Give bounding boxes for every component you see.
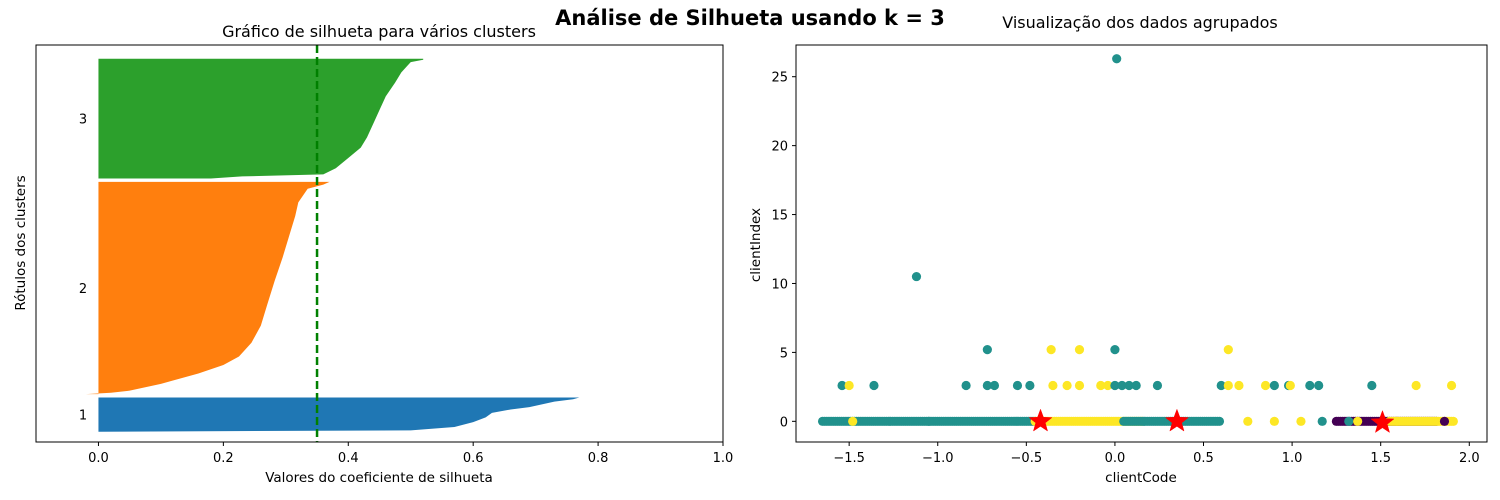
data-point [1305, 380, 1315, 391]
scatter-title: Visualização dos dados agrupados [1002, 13, 1278, 32]
scatter-y-tick-label: 25 [771, 71, 788, 86]
silhouette-panel: Gráfico de silhueta para vários clusters… [13, 22, 733, 486]
scatter-x-tick-label: −1.5 [833, 451, 865, 466]
scatter-marks [817, 54, 1458, 433]
data-point [1223, 345, 1233, 355]
data-point [1110, 380, 1120, 391]
data-point [1269, 416, 1279, 426]
silhouette-cluster-labels: 1 2 3 [79, 113, 87, 424]
data-point [1046, 345, 1056, 355]
silhouette-x-tick-label: 1.0 [713, 451, 734, 466]
centroid-star [1164, 408, 1190, 432]
data-point [911, 271, 922, 282]
silhouette-cluster-label: 3 [79, 113, 87, 128]
scatter-y-tick-label: 15 [771, 209, 788, 224]
data-point [1260, 380, 1271, 391]
scatter-axes-frame [795, 44, 1488, 443]
figure-suptitle: Análise de Silhueta usando k = 3 [555, 6, 945, 30]
data-point [1243, 416, 1253, 426]
data-point [1296, 416, 1306, 426]
data-point [1448, 416, 1458, 426]
data-point [1117, 380, 1127, 391]
silhouette-x-tick-label: 0.6 [463, 451, 484, 466]
data-point [961, 380, 971, 391]
scatter-x-ticks: −1.5 −1.0 −0.5 0.0 0.5 1.0 1.5 2.0 [833, 442, 1480, 466]
scatter-y-tick-label: 0 [780, 415, 788, 430]
data-point [1025, 380, 1035, 391]
scatter-y-ticks: 0 5 10 15 20 25 [771, 71, 796, 430]
centroid-star [1370, 409, 1395, 433]
scatter-x-tick-label: 0.0 [1105, 451, 1126, 466]
scatter-y-tick-label: 20 [771, 140, 788, 155]
data-point [1216, 380, 1226, 391]
data-point [924, 416, 934, 426]
data-point [1131, 380, 1141, 391]
silhouette-axes-frame [35, 44, 724, 443]
data-point [982, 380, 992, 391]
data-point [1223, 380, 1233, 391]
silhouette-title: Gráfico de silhueta para vários clusters [222, 22, 536, 41]
silhouette-x-tick-label: 0.0 [88, 451, 109, 466]
data-point [1124, 380, 1134, 391]
data-point [844, 380, 854, 391]
data-point [1234, 380, 1244, 391]
data-point [1314, 380, 1324, 391]
data-point [1110, 345, 1120, 355]
data-point [1074, 345, 1085, 355]
silhouette-x-tick-label: 0.4 [338, 451, 359, 466]
scatter-x-tick-label: 0.5 [1193, 451, 1214, 466]
data-point [1439, 416, 1450, 426]
scatter-y-tick-label: 5 [780, 346, 788, 361]
silhouette-cluster-2 [85, 181, 330, 395]
scatter-panel: Visualização dos dados agrupados −1.5 −1.… [748, 13, 1488, 486]
scatter-x-tick-label: 1.5 [1370, 451, 1391, 466]
silhouette-cluster-1 [98, 397, 580, 432]
silhouette-x-tick-label: 0.2 [213, 451, 234, 466]
data-point [1285, 380, 1295, 391]
scatter-x-label: clientCode [1105, 470, 1177, 486]
data-point [989, 380, 1000, 391]
data-point [869, 380, 879, 391]
data-point [837, 380, 847, 391]
silhouette-y-label: Rótulos dos clusters [13, 175, 29, 310]
centroid-star [1028, 408, 1053, 432]
silhouette-x-tick-label: 0.8 [588, 451, 609, 466]
scatter-x-tick-label: −0.5 [1011, 451, 1043, 466]
data-point [1269, 380, 1279, 391]
data-point [1074, 380, 1085, 391]
data-point [1103, 380, 1113, 391]
data-point [982, 345, 992, 355]
data-point [848, 416, 858, 426]
data-point [1152, 380, 1163, 391]
data-point [1012, 380, 1023, 391]
data-point [1317, 416, 1327, 426]
data-point [1446, 380, 1457, 391]
data-point [1353, 416, 1363, 426]
silhouette-x-ticks: 0.0 0.2 0.4 0.6 0.8 1.0 [88, 442, 733, 466]
silhouette-cluster-label: 1 [79, 409, 87, 424]
data-point [1062, 380, 1072, 391]
data-point [1411, 380, 1421, 391]
data-point [1048, 380, 1058, 391]
data-point [1112, 54, 1122, 64]
data-point [1344, 416, 1354, 426]
silhouette-cluster-label: 2 [79, 282, 87, 297]
data-point [1367, 380, 1377, 391]
scatter-x-tick-label: −1.0 [922, 451, 954, 466]
data-point [1214, 416, 1225, 426]
scatter-x-tick-label: 2.0 [1459, 451, 1480, 466]
scatter-y-label: clientIndex [748, 208, 764, 282]
scatter-x-tick-label: 1.0 [1282, 451, 1303, 466]
silhouette-cluster-3 [98, 58, 424, 179]
data-point [1096, 380, 1106, 391]
scatter-y-tick-label: 10 [771, 277, 788, 292]
silhouette-x-label: Valores do coeficiente de silhueta [265, 470, 493, 486]
silhouette-marks [85, 45, 580, 442]
